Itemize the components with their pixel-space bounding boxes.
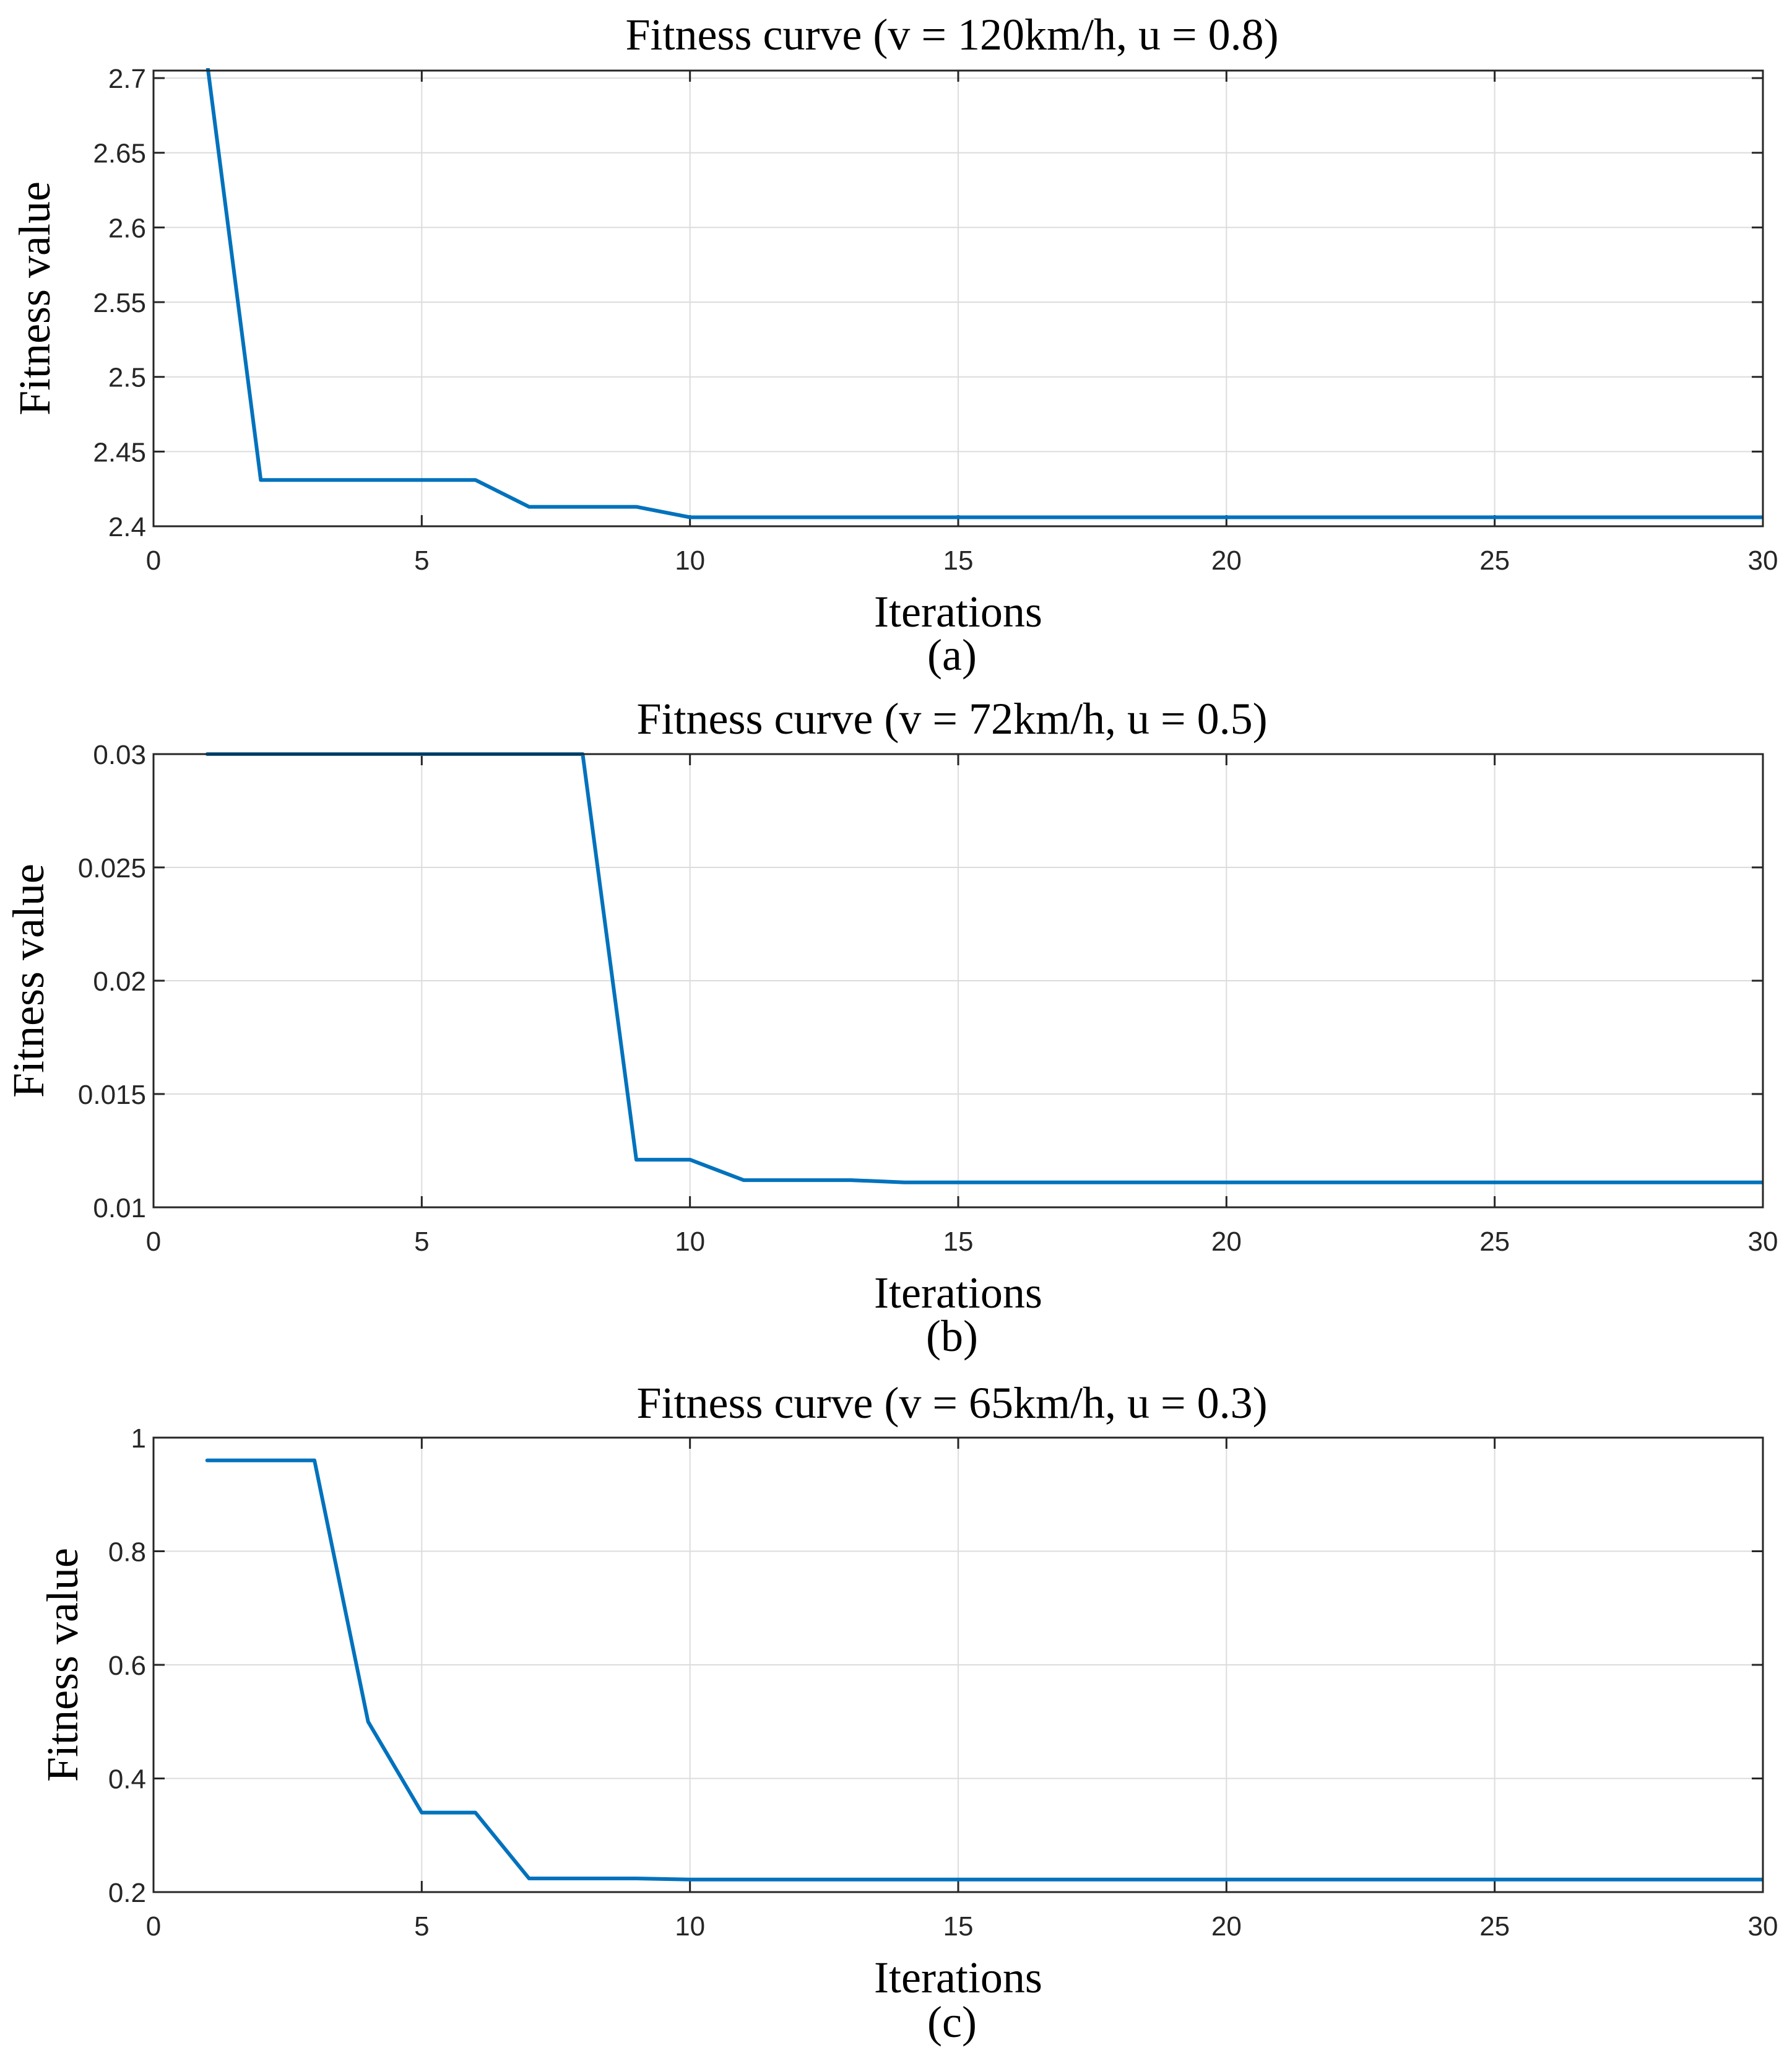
panel-caption: (c) bbox=[927, 1997, 977, 2047]
x-tick-label: 15 bbox=[943, 1911, 974, 1942]
x-tick-label: 0 bbox=[146, 1227, 161, 1257]
panel-caption: (b) bbox=[926, 1311, 978, 1361]
x-tick-label: 20 bbox=[1211, 1911, 1242, 1942]
x-tick-label: 10 bbox=[675, 1227, 705, 1257]
x-axis-label: Iterations bbox=[874, 1268, 1042, 1318]
y-tick-label: 2.6 bbox=[108, 213, 146, 243]
x-tick-label: 10 bbox=[675, 1911, 705, 1942]
y-tick-label: 0.02 bbox=[93, 966, 146, 997]
y-tick-label: 0.015 bbox=[78, 1080, 146, 1110]
x-tick-label: 20 bbox=[1211, 545, 1242, 576]
y-tick-label: 0.8 bbox=[108, 1537, 146, 1568]
x-axis-label: Iterations bbox=[874, 1953, 1042, 2002]
panel-caption: (a) bbox=[927, 630, 977, 680]
y-axis-label: Fitness value bbox=[38, 1548, 87, 1782]
x-tick-label: 15 bbox=[943, 545, 974, 576]
chart-panel-1: 0 5 10 15 20 25 30 2.4 2.45 2.5 2.55 2.6 2.65 2.7 Fitn… bbox=[10, 10, 1778, 680]
series-line-1 bbox=[206, 68, 1763, 519]
x-tick-label: 15 bbox=[943, 1227, 974, 1257]
x-tick-label: 25 bbox=[1479, 1227, 1510, 1257]
y-axis-label: Fitness value bbox=[10, 181, 59, 415]
y-tick-label: 0.6 bbox=[108, 1651, 146, 1681]
axes-frame bbox=[152, 1436, 1764, 1893]
y-axis-label: Fitness value bbox=[4, 864, 53, 1098]
series-line-1 bbox=[205, 1458, 1763, 1882]
chart-title: Fitness curve (v = 72km/h, u = 0.5) bbox=[636, 694, 1267, 744]
y-tick-label: 2.65 bbox=[93, 139, 146, 169]
x-tick-label: 20 bbox=[1211, 1227, 1242, 1257]
y-tick-label: 2.4 bbox=[108, 512, 146, 542]
chart-panel-2: 0 5 10 15 20 25 30 0.01 0.015 0.02 0.025 0.03 Fitnes… bbox=[4, 694, 1778, 1361]
x-tick-label: 30 bbox=[1748, 545, 1778, 576]
axes-frame bbox=[152, 753, 1764, 1209]
x-tick-label: 5 bbox=[414, 1911, 429, 1942]
x-tick-label: 5 bbox=[414, 1227, 429, 1257]
y-tick-label: 2.5 bbox=[108, 363, 146, 393]
x-tick-label: 25 bbox=[1479, 1911, 1510, 1942]
y-tick-label: 2.55 bbox=[93, 288, 146, 318]
chart-title: Fitness curve (v = 65km/h, u = 0.3) bbox=[636, 1378, 1267, 1428]
x-tick-label: 25 bbox=[1479, 545, 1510, 576]
x-tick-label: 5 bbox=[414, 545, 429, 576]
y-tick-label: 2.45 bbox=[93, 437, 146, 467]
axes-frame bbox=[152, 69, 1764, 528]
y-tick-label: 0.03 bbox=[93, 740, 146, 770]
x-axis-label: Iterations bbox=[874, 587, 1042, 636]
y-tick-label: 0.2 bbox=[108, 1878, 146, 1908]
y-tick-label: 0.4 bbox=[108, 1765, 146, 1795]
x-tick-label: 30 bbox=[1748, 1227, 1778, 1257]
x-tick-label: 10 bbox=[675, 545, 705, 576]
y-tick-label: 0.025 bbox=[78, 853, 146, 884]
x-tick-label: 0 bbox=[146, 1911, 161, 1942]
chart-panel-3: 0 5 10 15 20 25 30 0.2 0.4 0.6 0.8 1 Fitness curve (… bbox=[38, 1378, 1778, 2047]
y-tick-label: 1 bbox=[131, 1423, 146, 1454]
y-tick-label: 2.7 bbox=[108, 64, 146, 94]
chart-title: Fitness curve (v = 120km/h, u = 0.8) bbox=[625, 10, 1278, 59]
x-tick-label: 0 bbox=[146, 545, 161, 576]
x-tick-label: 30 bbox=[1748, 1911, 1778, 1942]
y-tick-label: 0.01 bbox=[93, 1193, 146, 1223]
